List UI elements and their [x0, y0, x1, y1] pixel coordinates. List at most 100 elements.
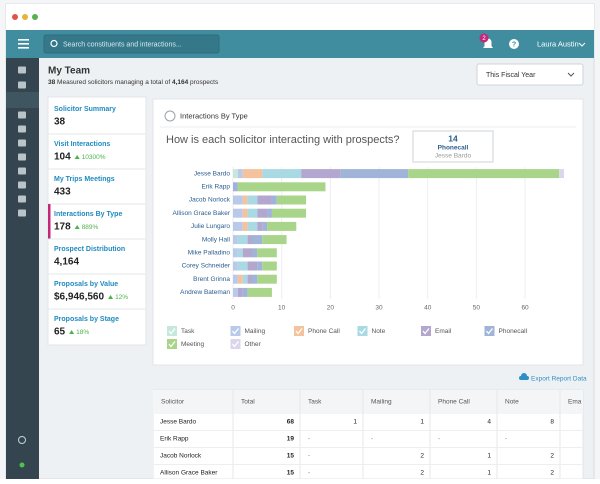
bar-segment	[248, 209, 258, 218]
table-cell: 1	[353, 419, 357, 426]
metric-value: 433	[54, 187, 71, 198]
table-cell: 8	[550, 419, 554, 426]
table-cell: -	[505, 436, 507, 443]
metric-label[interactable]: Proposals by Stage	[54, 316, 119, 323]
y-tick-label: Corey Schneider	[182, 263, 231, 270]
metric-change: 18%	[76, 329, 89, 336]
bar-segment	[248, 235, 253, 244]
rail-icon[interactable]	[18, 140, 26, 147]
legend-swatch[interactable]	[231, 339, 241, 349]
y-tick-label: Erik Rapp	[201, 184, 230, 191]
column-header[interactable]: Total	[241, 399, 255, 406]
user-name[interactable]: Laura Austin	[537, 39, 579, 48]
bar-segment	[238, 235, 248, 244]
rail-icon[interactable]	[18, 196, 26, 203]
table-cell: 15	[287, 453, 295, 460]
metric-value: 65	[54, 327, 66, 338]
export-link[interactable]: Export Report Data	[531, 376, 587, 383]
table-cell: Erik Rapp	[160, 436, 189, 443]
rail-icon[interactable]	[18, 154, 26, 161]
close-dot[interactable]	[12, 14, 18, 20]
x-tick-label: 50	[473, 305, 481, 312]
bar-segment	[267, 209, 272, 218]
column-header[interactable]: Solicitor	[161, 399, 185, 406]
bar-segment	[277, 196, 306, 205]
legend-label[interactable]: Other	[245, 341, 262, 348]
search-placeholder: Search constituents and interactions...	[63, 41, 182, 48]
metric-value: 4,164	[54, 257, 79, 268]
x-tick-label: 60	[521, 305, 529, 312]
bar-segment	[248, 196, 258, 205]
table-cell: -	[308, 470, 310, 477]
legend-swatch[interactable]	[485, 326, 495, 336]
summary-text: Measured solicitors managing a total of	[57, 79, 170, 86]
column-header[interactable]: Phone Call	[438, 399, 470, 406]
legend-label[interactable]: Meeting	[181, 341, 205, 348]
table-cell: -	[371, 436, 373, 443]
table-cell: 68	[287, 419, 295, 426]
rail-icon[interactable]	[18, 67, 26, 74]
bar-segment	[243, 288, 248, 297]
metric-label[interactable]: Prospect Distribution	[54, 246, 125, 253]
metric-label[interactable]: Interactions By Type	[54, 211, 122, 218]
max-dot[interactable]	[32, 14, 38, 20]
legend-swatch[interactable]	[167, 326, 177, 336]
bar-segment	[262, 235, 286, 244]
bar-segment	[257, 209, 267, 218]
min-dot[interactable]	[22, 14, 28, 20]
tooltip-category: Jesse Bardo	[435, 153, 472, 160]
bar-segment	[257, 275, 276, 284]
legend-swatch[interactable]	[167, 339, 177, 349]
column-header[interactable]: Task	[308, 399, 322, 406]
metric-label[interactable]: My Trips Meetings	[54, 176, 115, 183]
legend-label[interactable]: Note	[372, 328, 386, 335]
legend-swatch[interactable]	[231, 326, 241, 336]
legend-label[interactable]: Phone Call	[308, 328, 340, 335]
y-tick-label: Allison Grace Baker	[173, 210, 231, 217]
summary-prospects: 4,164	[172, 79, 189, 86]
bar-segment	[252, 235, 262, 244]
metric-label[interactable]: Proposals by Value	[54, 281, 118, 288]
legend-label[interactable]: Mailing	[245, 328, 266, 335]
metric-label[interactable]: Visit Interactions	[54, 141, 110, 148]
rail-icon[interactable]	[18, 126, 26, 133]
column-header[interactable]: Ema	[568, 399, 582, 406]
metric-active	[48, 204, 51, 239]
rail-icon[interactable]	[18, 168, 26, 175]
table-cell: 4	[487, 419, 491, 426]
legend-swatch[interactable]	[294, 326, 304, 336]
tooltip-value: 14	[448, 133, 458, 143]
table-cell: 2	[550, 453, 554, 460]
page-summary: 38 Measured solicitors managing a total …	[48, 79, 219, 86]
bar-segment	[243, 275, 248, 284]
menu-button[interactable]	[18, 39, 29, 49]
bar-segment	[238, 262, 248, 271]
table-cell: 15	[287, 470, 295, 477]
period-label: This Fiscal Year	[486, 72, 536, 79]
bar-segment	[233, 169, 238, 178]
bar-segment	[248, 262, 258, 271]
legend-label[interactable]: Email	[435, 328, 452, 335]
column-header[interactable]: Mailing	[371, 399, 392, 406]
rail-icon[interactable]	[18, 82, 26, 89]
rail-icon[interactable]	[18, 210, 26, 217]
bar-segment	[233, 288, 238, 297]
bar-segment	[272, 209, 306, 218]
bar-segment	[238, 248, 243, 257]
bar-segment	[243, 209, 248, 218]
table-cell: 2	[420, 470, 424, 477]
bar-segment	[559, 169, 564, 178]
legend-label[interactable]: Phonecall	[499, 328, 528, 335]
metric-label[interactable]: Solicitor Summary	[54, 106, 116, 113]
rail-icon[interactable]	[18, 112, 26, 119]
bar-segment	[233, 209, 243, 218]
legend-swatch[interactable]	[358, 326, 368, 336]
metric-change: 10300%	[82, 154, 106, 161]
legend-swatch[interactable]	[421, 326, 431, 336]
rail-icon[interactable]	[18, 182, 26, 189]
column-header[interactable]: Note	[505, 399, 519, 406]
table-cell: Jesse Bardo	[160, 419, 197, 426]
legend-label[interactable]: Task	[181, 328, 195, 335]
